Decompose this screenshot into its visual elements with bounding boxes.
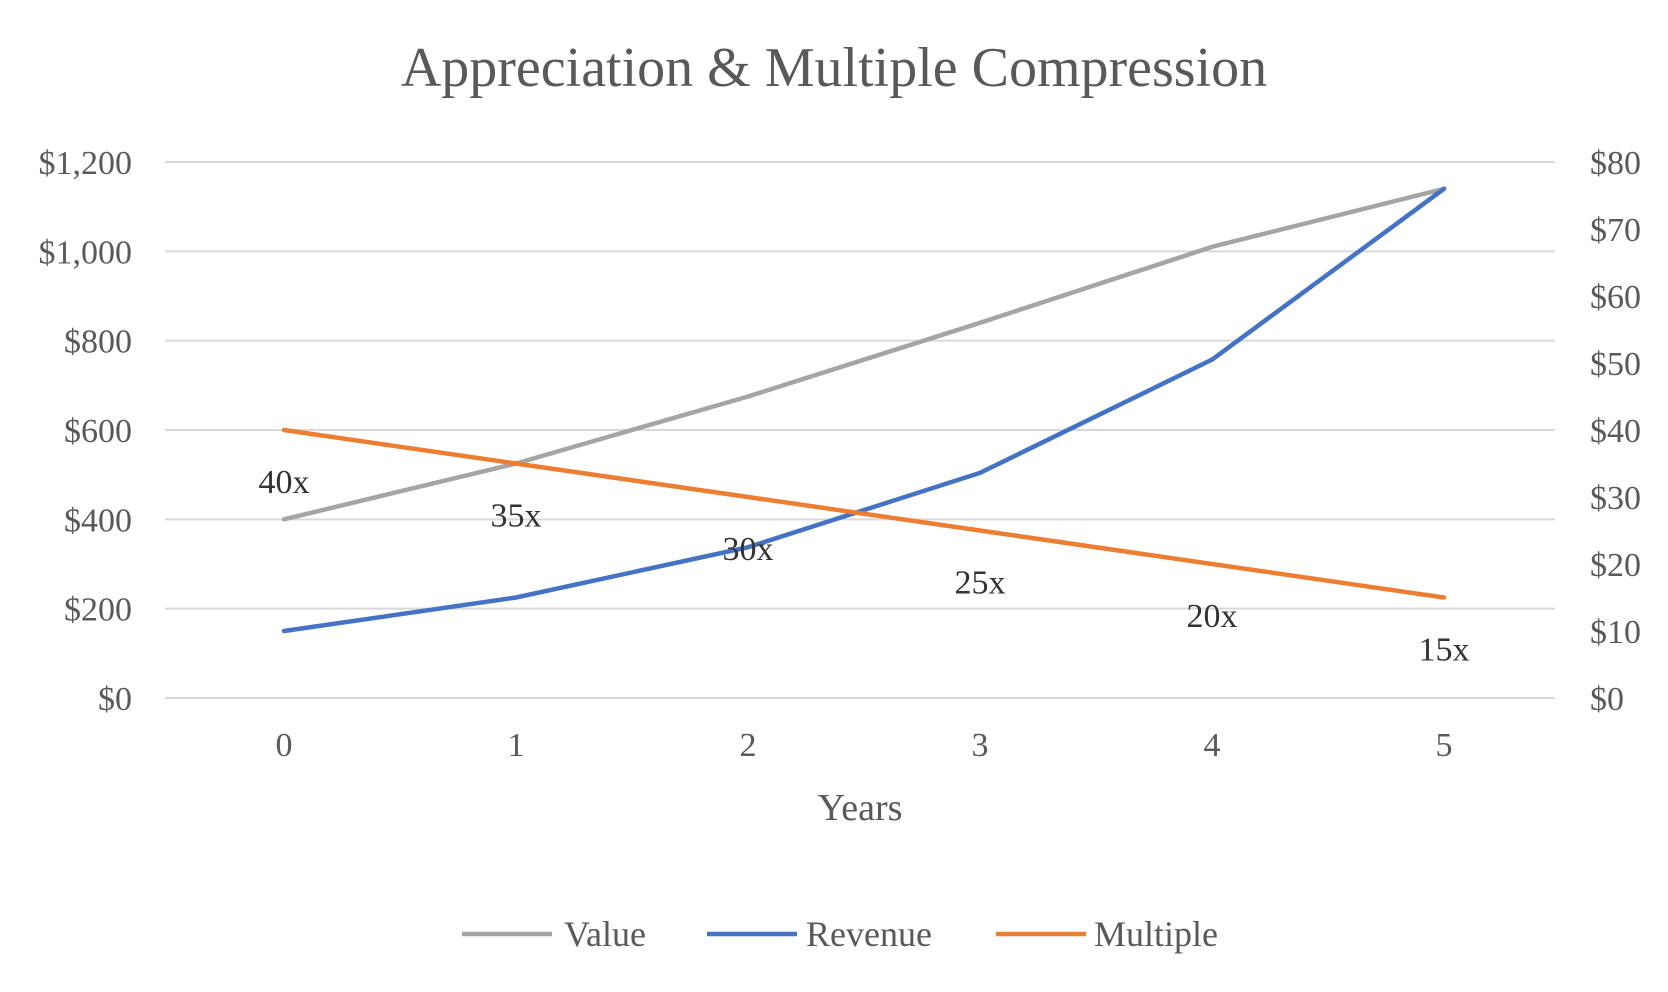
- right-axis-tick-label: $40: [1590, 413, 1641, 450]
- x-axis-title: Years: [818, 787, 903, 829]
- left-axis-tick-label: $0: [98, 681, 132, 718]
- left-axis-tick-labels: $0 $200 $400 $600 $800 $1,000 $1,200: [39, 145, 133, 718]
- data-label: 15x: [1419, 632, 1470, 669]
- right-axis-tick-label: $20: [1590, 547, 1641, 584]
- x-axis-tick-label: 2: [740, 727, 757, 764]
- series-line-revenue: [281, 186, 1447, 634]
- right-axis-tick-label: $0: [1590, 681, 1624, 718]
- right-axis-tick-label: $30: [1590, 480, 1641, 517]
- right-axis-tick-label: $80: [1590, 145, 1641, 182]
- x-axis-tick-labels: 0 1 2 3 4 5: [276, 727, 1453, 764]
- data-label: 25x: [955, 565, 1006, 602]
- x-axis-tick-label: 3: [972, 727, 989, 764]
- left-axis-tick-label: $600: [64, 413, 132, 450]
- right-axis-tick-label: $70: [1590, 212, 1641, 249]
- left-axis-tick-label: $1,000: [39, 234, 133, 271]
- data-label: 35x: [491, 498, 542, 535]
- data-label: 30x: [723, 531, 774, 568]
- legend-label-value: Value: [564, 914, 646, 954]
- gridlines: [165, 161, 1555, 699]
- chart-title: Appreciation & Multiple Compression: [401, 37, 1267, 99]
- series-line-value: [281, 186, 1447, 522]
- x-axis-tick-label: 0: [276, 727, 293, 764]
- right-axis-tick-label: $50: [1590, 346, 1641, 383]
- legend-label-multiple: Multiple: [1094, 914, 1218, 954]
- x-axis-tick-label: 5: [1436, 727, 1453, 764]
- right-axis-tick-label: $60: [1590, 279, 1641, 316]
- left-axis-tick-label: $200: [64, 592, 132, 629]
- right-axis-tick-label: $10: [1590, 614, 1641, 651]
- x-axis-tick-label: 1: [508, 727, 525, 764]
- left-axis-tick-label: $400: [64, 502, 132, 539]
- right-axis-tick-labels: $0 $10 $20 $30 $40 $50 $60 $70 $80: [1590, 145, 1641, 718]
- series-line-multiple: [281, 427, 1447, 600]
- data-labels: 40x 35x 30x 25x 20x 15x: [259, 464, 1470, 669]
- legend-label-revenue: Revenue: [806, 914, 932, 954]
- x-axis-tick-label: 4: [1204, 727, 1221, 764]
- left-axis-tick-label: $800: [64, 324, 132, 361]
- left-axis-tick-label: $1,200: [39, 145, 133, 182]
- data-label: 40x: [259, 464, 310, 501]
- series-lines: [281, 186, 1447, 634]
- data-label: 20x: [1187, 598, 1238, 635]
- legend: Value Revenue Multiple: [462, 914, 1218, 954]
